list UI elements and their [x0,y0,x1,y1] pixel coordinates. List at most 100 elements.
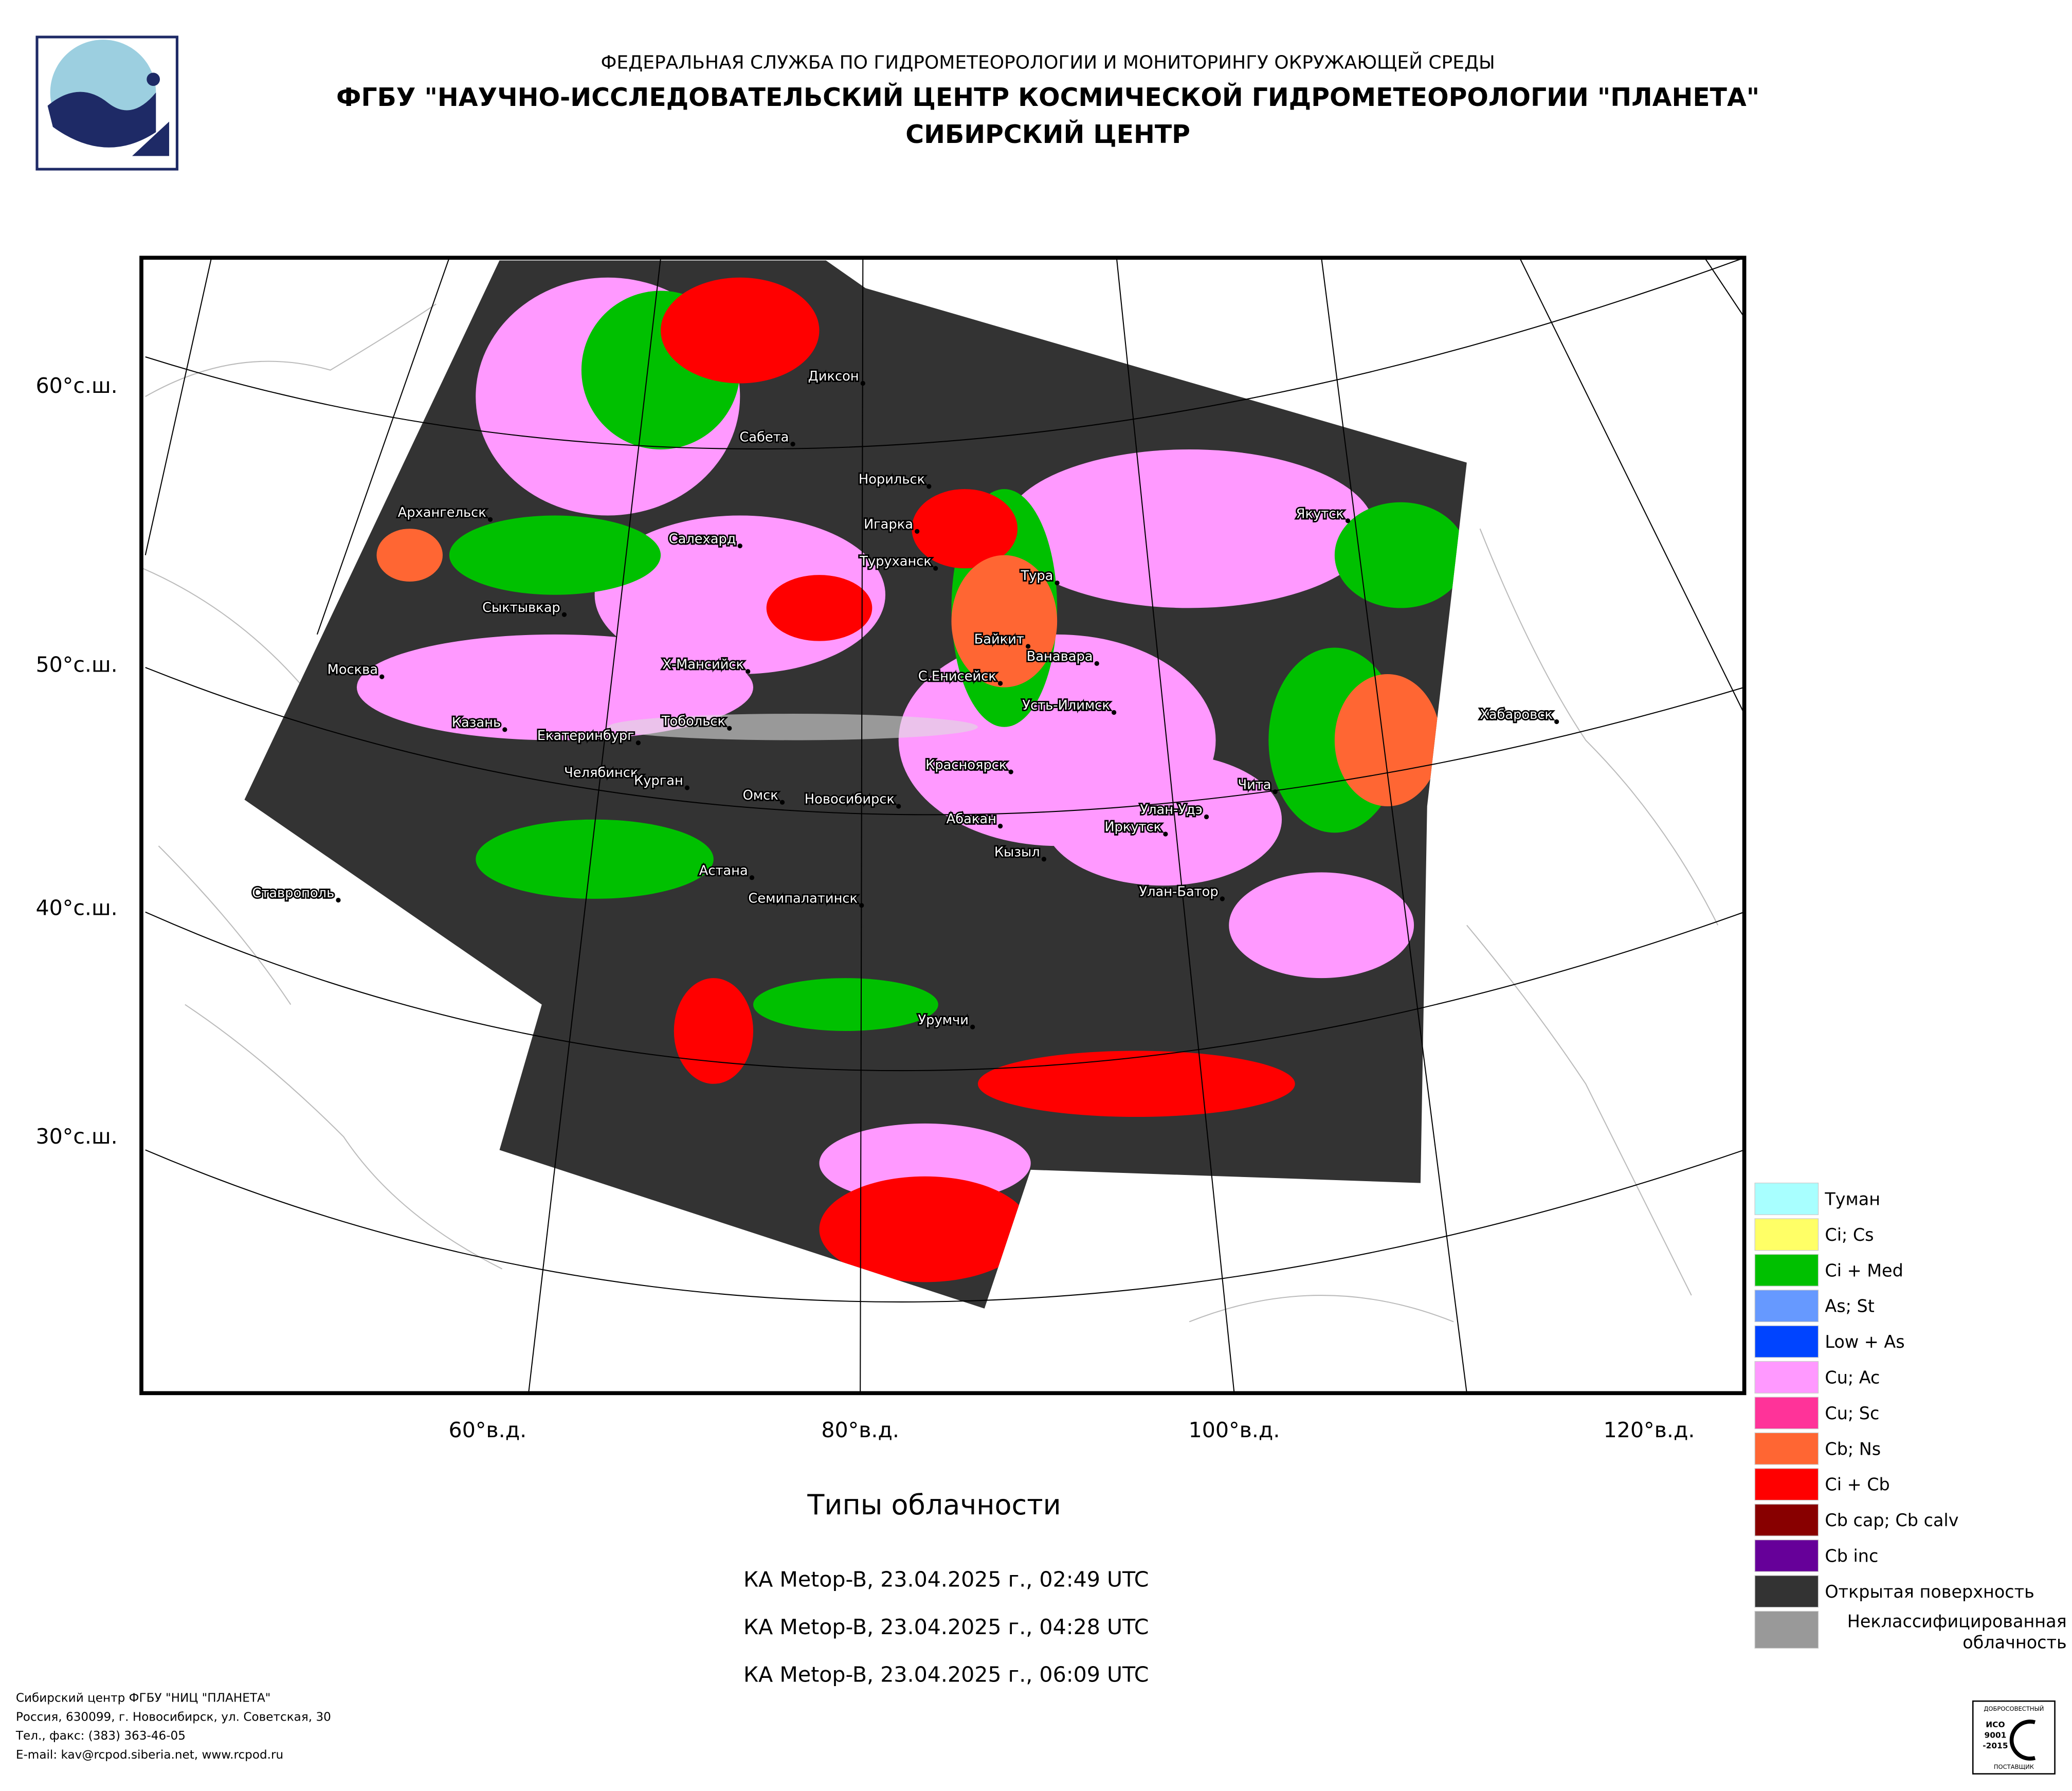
legend-swatch [1754,1539,1819,1572]
legend-swatch [1754,1468,1819,1501]
city-label: Омск [743,788,778,803]
lon-label: 120°в.д. [1604,1418,1695,1442]
map [141,258,1744,1394]
legend-label: Cu; Ac [1825,1368,1880,1388]
legend-swatch [1754,1254,1819,1287]
city-dot [1025,644,1031,649]
city-label: Байкит [974,632,1024,647]
axis-labels: 60°с.ш. 50°с.ш. 40°с.ш. 30°с.ш. 60°в.д. 80°в.… [35,373,1695,1442]
pass-line: КА Metop-B, 23.04.2025 г., 06:09 UTC [743,1662,1149,1687]
pass-line: КА Metop-B, 23.04.2025 г., 04:28 UTC [743,1615,1149,1639]
lon-label: 60°в.д. [449,1418,527,1442]
city-dot [1273,789,1278,794]
city-dot [1041,857,1047,862]
legend-swatch [1754,1218,1819,1251]
city-label: Казань [452,715,501,731]
cert-bottom: ПОСТАВЩИК [1994,1763,2034,1770]
city-dot [1163,831,1168,837]
city-label: Норильск [859,472,925,487]
passes: КА Metop-B, 23.04.2025 г., 02:49 UTC КА M… [743,1567,1149,1687]
city-label: Ванавара [1027,649,1093,664]
city-dot [684,785,690,790]
city-label: Урумчи [918,1012,969,1028]
city-dot [859,903,864,908]
lon-label: 80°в.д. [821,1418,899,1442]
city-dot [1220,896,1225,901]
city-dot [561,612,567,617]
legend: Туман Ci; Cs Ci + Med As; St Low + As Cu; Ac C… [1754,1182,2067,1654]
city-label: Тобольск [661,714,725,729]
legend-label: Открытая поверхность [1825,1582,2034,1602]
city-label: Хабаровск [1480,707,1553,722]
city-dot [336,897,341,903]
city-label: Тура [1020,568,1053,584]
legend-label: Ci + Cb [1825,1475,1889,1495]
city-dot [926,484,932,489]
lat-label: 40°с.ш. [35,895,117,920]
header-org: ФГБУ "НАУЧНО-ИССЛЕДОВАТЕЛЬСКИЙ ЦЕНТР КОС… [336,83,1759,112]
city-label: Игарка [864,517,913,532]
logo [35,35,178,171]
footer: Сибирский центр ФГБУ "НИЦ "ПЛАНЕТА" Росси… [15,1692,331,1762]
city-dot [727,726,732,731]
legend-label: Неклассифицированная облачность [1847,1612,2067,1654]
city-label: Курган [634,773,683,789]
legend-label: As; St [1825,1296,1874,1316]
legend-label: Ci; Cs [1825,1225,1874,1245]
city-dot [1055,580,1060,586]
cert-logo: ДОБРОСОВЕСТНЫЙ ИСО 9001 -2015 ПОСТАВЩИК [1972,1700,2056,1775]
footer-line: Тел., факс: (383) 363-46-05 [15,1729,186,1743]
legend-swatch [1754,1182,1819,1215]
footer-line: Сибирский центр ФГБУ "НИЦ "ПЛАНЕТА" [16,1692,271,1705]
city-dot [1554,719,1559,725]
city-dot [933,566,938,571]
city-dot [896,804,901,809]
city-label: Сыктывкар [482,600,560,616]
city-dot [997,823,1003,829]
legend-swatch [1754,1290,1819,1323]
city-dot [1112,710,1117,715]
header-agency: ФЕДЕРАЛЬНАЯ СЛУЖБА ПО ГИДРОМЕТЕОРОЛОГИИ … [601,51,1495,73]
city-dot [1094,661,1099,666]
city-label: Челябинск [564,765,638,781]
cert-mid1: ИСО [1986,1720,2005,1729]
city-dot [779,800,785,805]
city-label: Улан-Батор [1139,884,1218,900]
header-center: СИБИРСКИЙ ЦЕНТР [905,120,1190,149]
cert-mid2: 9001 [1984,1731,2006,1740]
city-dot [749,875,755,880]
city-dot [970,1024,975,1029]
city-label: Якутск [1296,506,1344,521]
pass-line: КА Metop-B, 23.04.2025 г., 02:49 UTC [743,1567,1149,1591]
city-dot [737,543,742,549]
city-label: Улан-Удэ [1140,802,1202,818]
legend-label: Cu; Sc [1825,1403,1879,1423]
cert-mid3: -2015 [1983,1741,2008,1750]
city-label: Усть-Илимск [1022,698,1110,713]
city-dot [860,381,865,386]
legend-swatch [1754,1325,1819,1358]
city-dot [379,674,385,679]
city-dot [790,442,795,447]
legend-label: Cb inc [1825,1546,1878,1566]
legend-swatch [1754,1397,1819,1430]
city-label: Туруханск [859,554,932,569]
city-label: Абакан [947,811,996,827]
footer-line: Россия, 630099, г. Новосибирск, ул. Сове… [16,1710,331,1724]
city-dot [1345,518,1351,523]
lat-label: 30°с.ш. [35,1124,117,1149]
city-dot [487,517,493,522]
city-label: Иркутск [1104,820,1161,835]
city-dot [1204,814,1209,820]
lat-label: 60°с.ш. [35,373,117,398]
city-label: Диксон [808,369,859,384]
map-frame [139,256,1747,1396]
city-label: С.Енисейск [918,669,996,684]
city-label: Красноярск [925,757,1007,773]
legend-swatch [1754,1361,1819,1394]
city-label: Кызыл [994,844,1040,860]
legend-label: Ci + Med [1825,1260,1903,1280]
city-label: Астана [699,863,748,878]
graticule [144,258,1744,1394]
